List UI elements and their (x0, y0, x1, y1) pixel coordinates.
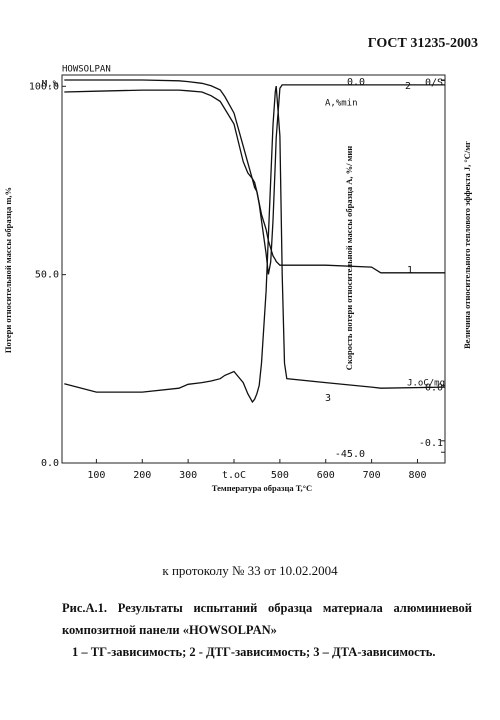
x-tick-label: 800 (408, 470, 426, 481)
caption: Рис.А.1. Результаты испытаний образца ма… (62, 601, 472, 637)
y-unit: M,% (42, 80, 59, 90)
y-tick-label: 0.0 (41, 458, 59, 469)
y3-tick-label: 0/S (425, 78, 443, 89)
x-tick-label: 200 (133, 470, 151, 481)
caption-legend: 1 – ТГ-зависимость; 2 - ДТГ-зависимость;… (72, 645, 436, 659)
y3-tick-label: -0.1 (419, 438, 443, 449)
x-tick-label: 600 (317, 470, 335, 481)
plot-frame (61, 74, 446, 464)
y2-tick-label: -45.0 (335, 449, 365, 460)
y-axis-title: Потери относительной массы образца m,% (3, 187, 13, 353)
standard: ГОСТ 31235-2003 (367, 36, 478, 51)
x-tick-label: 700 (363, 470, 381, 481)
series-line (64, 89, 445, 274)
chart-title: HOWSOLPAN (62, 65, 111, 75)
y-tick-label: 100.0 (29, 81, 59, 92)
series-line (64, 85, 446, 404)
y2-unit: A,%min (325, 99, 358, 109)
y3-unit: J.oC/mg (407, 379, 445, 389)
series-line (64, 79, 445, 275)
y3-axis-title: Величина относительного теплового эффект… (462, 141, 472, 349)
series-label: 1 (407, 265, 413, 276)
x-tick-label: 300 (179, 470, 197, 481)
series-label: 2 (405, 81, 411, 92)
y2-tick-label: 0.0 (347, 77, 365, 88)
x-tick-label: 100 (87, 470, 105, 481)
x-tick-label: 500 (271, 470, 289, 481)
series-label: 3 (325, 393, 331, 404)
x-axis-title: Температура образца Т,°C (212, 483, 312, 493)
y2-axis-title: Скорость потери относительной массы обра… (344, 146, 354, 370)
x-tick-label: t.oC (222, 470, 246, 481)
chart: HOWSOLPAN M,% A,%min J.oC/mg Температура… (3, 65, 472, 493)
protocol: к протоколу № 33 от 10.02.2004 (162, 563, 338, 578)
y-tick-label: 50.0 (35, 270, 59, 281)
